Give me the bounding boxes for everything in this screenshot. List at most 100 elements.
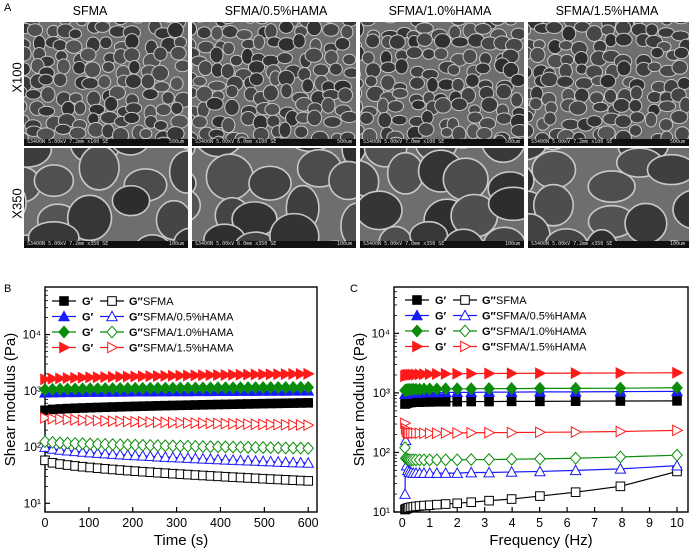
legend-marker-gpp — [107, 341, 119, 354]
data-point-Gpp-3 — [54, 443, 67, 455]
data-point-Gp-6 — [115, 370, 127, 383]
data-point-Gpp-3 — [302, 456, 315, 468]
data-point-Gp-4 — [483, 382, 495, 396]
data-point-Gp-4 — [431, 382, 443, 396]
data-point-Gpp-3 — [287, 456, 300, 468]
sem-image-x100-4: S3400N 5.00kV 7.2mm x100 SE 500um — [528, 22, 689, 146]
data-point-Gp-6 — [265, 368, 278, 381]
data-point-Gpp-5 — [272, 441, 284, 455]
data-point-Gpp-7 — [205, 417, 217, 430]
sem-scale-bar: 500um — [504, 139, 520, 145]
data-point-Gpp-5 — [257, 441, 269, 455]
data-point-Gpp-5 — [91, 437, 104, 451]
data-point-Gpp-3 — [219, 453, 232, 465]
sem-scale-bar: 100um — [504, 241, 520, 247]
data-point-Gp-6 — [160, 369, 172, 382]
data-point-Gp-0 — [506, 396, 517, 407]
data-point-Gpp-5 — [182, 439, 194, 453]
data-point-Gpp-3 — [272, 455, 285, 467]
data-point-Gpp-5 — [569, 451, 582, 465]
data-point-Gpp-1 — [466, 497, 477, 508]
col-title-sfma-15: SFMA/1.5%HAMA — [555, 4, 659, 18]
data-point-Gpp-7 — [168, 416, 180, 429]
data-point-Gpp-7 — [280, 418, 293, 431]
data-point-Gpp-7 — [47, 412, 59, 425]
legend-series-label: SFMA/0.5%HAMA — [143, 312, 234, 324]
legend-marker-gp — [411, 324, 423, 338]
legend-series-label: SFMA/0.5%HAMA — [496, 311, 587, 323]
data-point-Gpp-5 — [151, 439, 164, 453]
data-point-Gpp-5 — [99, 437, 111, 451]
data-point-Gpp-5 — [114, 438, 127, 452]
data-point-Gpp-5 — [121, 438, 134, 452]
data-point-Gp-0 — [440, 396, 451, 407]
sem-caption: S3400N 5.00kV 6.0mm x100 SE — [192, 139, 356, 146]
x-axis-label: Frequency (Hz) — [489, 532, 592, 549]
data-point-Gpp-3 — [99, 447, 112, 459]
data-point-Gpp-3 — [166, 451, 179, 463]
data-point-Gpp-5 — [505, 452, 518, 466]
data-point-Gpp-3 — [159, 450, 172, 462]
data-point-Gpp-5 — [227, 440, 239, 454]
data-point-Gpp-3 — [264, 455, 277, 467]
data-point-Gp-6 — [168, 369, 180, 382]
sem-scale-bar: 100um — [336, 241, 352, 247]
data-point-Gpp-5 — [129, 438, 142, 452]
sem-caption: S3400N 5.00kV 7.2mm x350 SE — [24, 241, 188, 248]
legend-marker-gp — [57, 310, 71, 322]
data-point-Gpp-5 — [189, 439, 202, 453]
data-point-Gp-6 — [432, 367, 444, 380]
data-point-Gpp-1 — [615, 481, 626, 492]
data-point-Gp-6 — [280, 368, 293, 381]
data-point-Gpp-3 — [398, 487, 411, 499]
data-point-Gpp-3 — [174, 451, 187, 463]
data-point-Gpp-3 — [227, 453, 240, 465]
data-point-Gp-4 — [302, 380, 315, 394]
data-point-Gpp-7 — [213, 417, 225, 430]
legend-gp-label: G′ — [82, 343, 94, 355]
data-point-Gpp-5 — [46, 435, 59, 449]
data-point-Gpp-7 — [228, 417, 240, 430]
sem-image-x350-2: S3400N 5.00kV 6.0mm x350 SE 100um — [192, 148, 356, 248]
data-point-Gpp-5 — [76, 437, 89, 451]
data-point-Gpp-3 — [121, 448, 134, 460]
panel-a-letter: A — [4, 2, 12, 14]
data-point-Gpp-7 — [303, 419, 315, 432]
legend-marker-gp — [59, 296, 69, 306]
panel-c-letter: C — [350, 283, 358, 295]
data-point-Gpp-5 — [54, 436, 66, 450]
data-point-Gp-6 — [190, 369, 202, 382]
data-point-Gp-6 — [258, 368, 270, 381]
legend-gp-label: G′ — [82, 327, 94, 339]
data-point-Gpp-7 — [424, 427, 437, 440]
data-point-Gp-4 — [614, 381, 627, 395]
data-point-Gpp-7 — [190, 417, 202, 430]
data-point-Gpp-3 — [279, 455, 292, 467]
data-point-Gpp-3 — [614, 462, 627, 474]
data-point-Gpp-3 — [439, 466, 452, 478]
data-point-Gpp-3 — [249, 454, 262, 466]
data-point-Gpp-7 — [235, 417, 247, 430]
data-point-Gp-4 — [569, 381, 582, 395]
data-point-Gp-6 — [440, 367, 453, 380]
data-point-Gpp-3 — [106, 447, 119, 459]
data-point-Gpp-5 — [197, 439, 209, 454]
data-point-Gpp-5 — [534, 452, 546, 466]
legend-marker-gpp — [106, 325, 118, 339]
data-point-Gp-6 — [153, 370, 165, 383]
data-point-Gpp-1 — [535, 491, 545, 501]
data-point-Gpp-3 — [84, 446, 97, 458]
legend-gp-label: G′ — [82, 296, 94, 308]
sem-scale-bar: 100um — [669, 241, 685, 247]
data-point-Gp-6 — [273, 368, 285, 381]
legend-marker-gpp — [460, 340, 472, 353]
data-point-Gpp-7 — [419, 427, 431, 440]
data-point-Gp-6 — [419, 368, 431, 381]
x-tick-label: 0 — [42, 516, 49, 530]
x-axis-label: Time (s) — [154, 532, 208, 549]
y-tick-label: 10² — [373, 445, 390, 459]
legend-gp-label: G′ — [435, 326, 447, 338]
data-point-Gp-6 — [424, 368, 437, 381]
data-point-Gp-4 — [465, 382, 478, 396]
